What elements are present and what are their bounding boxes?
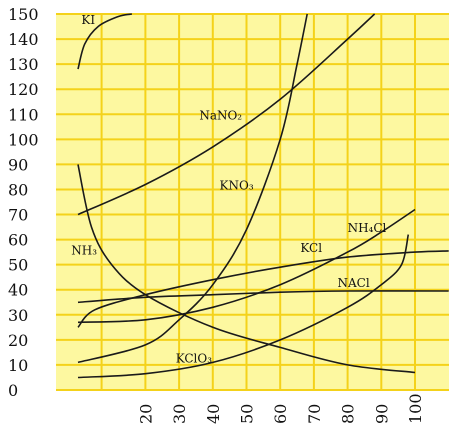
curves [77,13,449,379]
series-line-nacl [77,290,449,304]
curve-label: KClO₃ [176,351,213,365]
x-tick-label: 100 [406,393,425,424]
x-tick-label: 40 [204,404,223,424]
y-tick-label: 140 [8,30,39,49]
curve-label: KCl [300,241,322,255]
series-line-kcl [77,250,449,328]
x-tick-label: 30 [170,404,189,424]
series-line-nano [77,13,376,216]
curve-label: NaNO₂ [199,108,242,122]
y-tick-label: 80 [8,180,28,199]
series-line-nhcl [77,208,416,324]
y-tick-label: 120 [8,80,39,99]
y-tick-label: 130 [8,55,39,74]
y-tick-label: 60 [8,231,28,250]
y-tick-label: 110 [8,105,39,124]
x-tick-label: 60 [271,404,290,424]
x-tick-label: 20 [136,404,155,424]
x-tick-label: 50 [238,404,257,424]
y-tick-label: 50 [8,256,28,275]
curve-label: NACl [337,276,369,290]
plot-background [56,14,449,390]
y-tick-label: 150 [8,5,39,24]
x-tick-labels: 20 30 40 50 60 70 80 90 100 [136,393,425,424]
y-tick-label: 90 [8,155,28,174]
y-tick-label: 100 [8,130,39,149]
y-tick-labels: 0 10 20 30 40 50 60 70 80 90 100 110 120 130 140 150 [8,5,39,400]
curve-label: NH₄Cl [348,221,387,235]
grid [56,13,449,391]
series-line-ki [77,13,133,70]
y-tick-label: 0 [8,381,18,400]
y-tick-label: 10 [8,356,28,375]
y-tick-label: 40 [8,281,28,300]
x-tick-label: 90 [372,404,391,424]
series-line-kno [77,13,308,364]
y-tick-label: 20 [8,331,28,350]
x-tick-label: 80 [339,404,358,424]
curve-label: KNO₃ [220,178,254,192]
series-line-kclo [77,234,410,379]
y-tick-label: 70 [8,206,28,225]
curve-label: KI [81,13,95,27]
series-line-nh [77,164,416,374]
x-tick-label: 70 [305,404,324,424]
curve-label: NH₃ [71,244,97,258]
y-tick-label: 30 [8,306,28,325]
curve-labels: KI NaNO₂ KNO₃ NH₄Cl KCl NH₃ NACl KClO₃ [71,13,386,365]
